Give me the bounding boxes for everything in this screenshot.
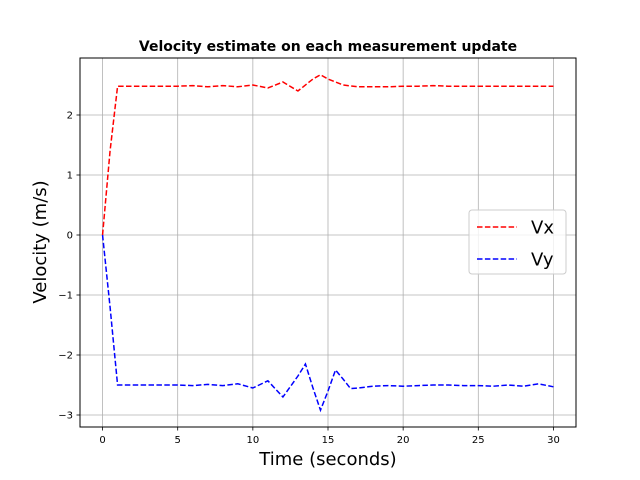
x-tick-label: 25 <box>472 435 485 446</box>
legend-box <box>468 209 567 275</box>
y-tick-label: −1 <box>58 291 73 302</box>
y-tick-label: 0 <box>67 231 73 242</box>
x-tick-label: 0 <box>99 435 105 446</box>
axis-ticks: 0 5 10 15 20 25 30 −3 −2 −1 0 1 2 <box>58 111 560 447</box>
y-axis-title: Velocity (m/s) <box>30 180 51 303</box>
legend-label-vx: Vx <box>531 218 554 239</box>
x-tick-label: 10 <box>246 435 259 446</box>
x-axis-title: Time (seconds) <box>258 449 396 470</box>
series-line-vy <box>101 234 554 413</box>
legend: Vx Vy <box>468 209 567 275</box>
x-tick-label: 30 <box>547 435 560 446</box>
x-tick-label: 5 <box>175 435 181 446</box>
x-tick-label: 20 <box>397 435 410 446</box>
legend-label-vy: Vy <box>531 250 554 271</box>
chart-title: Velocity estimate on each measurement up… <box>139 39 517 55</box>
y-tick-label: 1 <box>67 171 73 182</box>
y-tick-label: −2 <box>58 351 73 362</box>
plot-lines <box>101 73 554 413</box>
series-line-vx <box>101 73 554 236</box>
y-tick-label: −3 <box>58 411 73 422</box>
x-tick-label: 15 <box>322 435 335 446</box>
y-tick-label: 2 <box>67 111 73 122</box>
